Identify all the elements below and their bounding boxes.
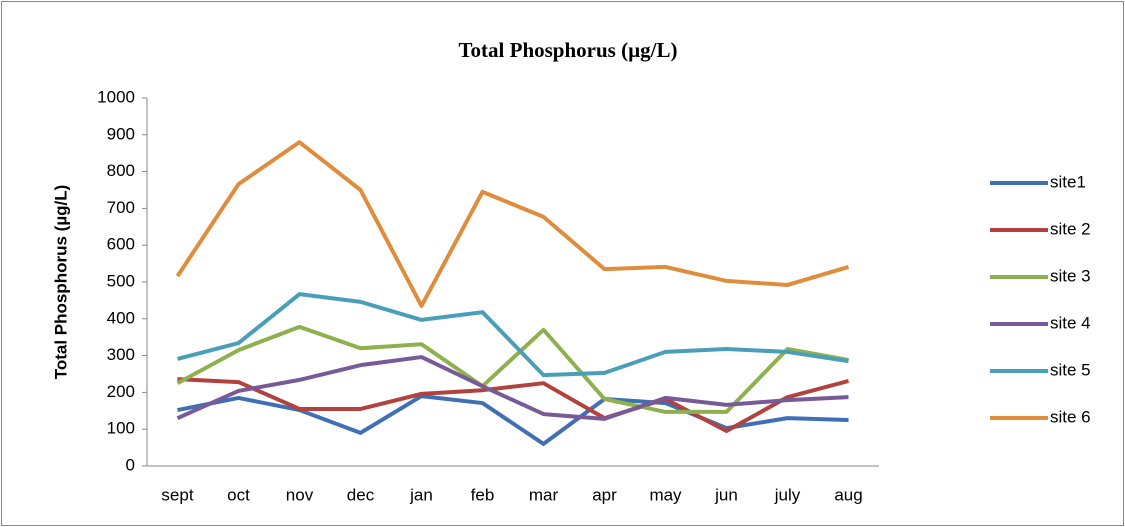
legend-label: site 5: [1050, 360, 1091, 379]
x-tick-label: sept: [161, 485, 193, 504]
y-tick-label: 400: [107, 308, 135, 327]
x-tick-label: may: [649, 485, 682, 504]
y-tick-label: 100: [107, 419, 135, 438]
x-tick-label: jan: [409, 485, 433, 504]
series-line: [177, 377, 850, 434]
y-tick-label: 0: [126, 455, 135, 474]
y-axis-label: Total Phosphorus (µg/L): [51, 185, 70, 380]
series-line: [176, 324, 849, 414]
y-tick-label: 500: [107, 271, 135, 290]
x-tick-label: mar: [529, 485, 559, 504]
legend-label: site 4: [1050, 313, 1091, 332]
chart-title: Total Phosphorus (µg/L): [458, 38, 677, 62]
y-tick-label: 700: [107, 198, 135, 217]
x-tick-label: apr: [592, 485, 617, 504]
x-tick-label: aug: [834, 485, 862, 504]
x-tick-label: july: [774, 485, 801, 504]
series-line: [175, 140, 850, 308]
legend-label: site1: [1050, 172, 1086, 191]
x-tick-label: jun: [714, 485, 738, 504]
x-tick-label: feb: [471, 485, 495, 504]
legend-label: site 3: [1050, 266, 1091, 285]
x-tick-label: oct: [227, 485, 250, 504]
legend-label: site 2: [1050, 219, 1091, 238]
series-line: [176, 292, 849, 378]
y-tick-label: 300: [107, 345, 135, 364]
x-tick-label: nov: [286, 485, 314, 504]
y-tick-label: 600: [107, 235, 135, 254]
legend-label: site 6: [1050, 407, 1091, 426]
y-tick-label: 800: [107, 161, 135, 180]
y-tick-label: 200: [107, 382, 135, 401]
x-tick-label: dec: [347, 485, 375, 504]
y-tick-label: 900: [107, 124, 135, 143]
y-tick-label: 1000: [97, 87, 135, 106]
series-line: [176, 355, 849, 421]
